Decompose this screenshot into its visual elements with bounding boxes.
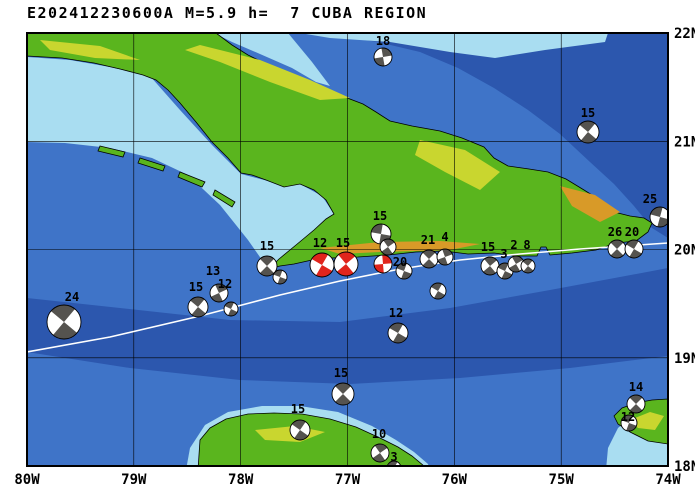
focal-mechanism-ball bbox=[620, 414, 638, 432]
event-depth-label: 21 bbox=[421, 233, 435, 247]
focal-mechanism-ball bbox=[649, 206, 668, 228]
focal-mechanism-ball bbox=[333, 251, 359, 277]
focal-mechanism-ball bbox=[395, 262, 413, 280]
longitude-tick-label: 80W bbox=[14, 472, 40, 488]
latitude-tick-label: 20N bbox=[674, 243, 695, 259]
focal-mechanism-ball bbox=[46, 304, 82, 340]
event-depth-label: 26 bbox=[608, 225, 622, 239]
camaguey-lagoon-shallows bbox=[214, 33, 330, 86]
focal-mechanism-ball bbox=[576, 120, 600, 144]
event-depth-label: 4 bbox=[441, 230, 448, 244]
event-depth-label: 18 bbox=[376, 34, 390, 48]
event-depth-label: 12 bbox=[218, 277, 232, 291]
event-depth-label: 2 bbox=[510, 238, 517, 252]
axis-labels: 80W 79W 78W 77W 76W 75W 74W 22N 21N 20N 19N 18N bbox=[14, 26, 695, 488]
event-depth-label: 15 bbox=[373, 209, 387, 223]
event-depth-label: 3 bbox=[500, 247, 507, 261]
focal-mechanism-ball bbox=[607, 239, 627, 259]
latitude-tick-label: 18N bbox=[674, 459, 695, 475]
cuba-landmass bbox=[27, 33, 653, 270]
event-depth-label: 24 bbox=[65, 290, 79, 304]
longitude-tick-label: 74W bbox=[655, 472, 681, 488]
event-depth-label: 20 bbox=[625, 225, 639, 239]
event-depth-label: 15 bbox=[189, 280, 203, 294]
focal-mechanism-ball bbox=[373, 47, 393, 67]
atlantic-deep-water bbox=[296, 33, 668, 238]
event-depth-label: 12 bbox=[621, 410, 635, 424]
figure-title: E202412230600A M=5.9 h= 7 CUBA REGION bbox=[27, 4, 428, 22]
focal-mechanism-ball bbox=[209, 283, 229, 303]
longitude-tick-label: 79W bbox=[121, 472, 147, 488]
longitude-tick-label: 77W bbox=[335, 472, 361, 488]
focal-mechanism-ball bbox=[187, 296, 209, 318]
event-depth-label: 15 bbox=[336, 236, 350, 250]
focal-mechanism-ball bbox=[419, 249, 439, 269]
event-depth-label: 12 bbox=[313, 236, 327, 250]
jardines-cay-1 bbox=[97, 145, 126, 158]
focal-mechanism-ball bbox=[436, 248, 454, 266]
latitude-tick-label: 19N bbox=[674, 351, 695, 367]
focal-mechanism-ball bbox=[272, 269, 288, 285]
haiti-highland bbox=[630, 412, 664, 430]
moa-baracoa-mountains bbox=[560, 186, 620, 222]
event-depth-label: 25 bbox=[643, 192, 657, 206]
map-frame bbox=[26, 32, 669, 467]
sierra-maestra-ridge bbox=[320, 241, 480, 254]
focal-mechanism-ball bbox=[309, 252, 335, 278]
cuba-highland-holguin bbox=[415, 140, 500, 190]
focal-mechanism-ball bbox=[480, 256, 500, 276]
event-depth-label: 12 bbox=[389, 306, 403, 320]
cuba-highland-west bbox=[40, 40, 140, 60]
focal-mechanism-ball bbox=[331, 382, 355, 406]
event-depth-label: 20 bbox=[393, 255, 407, 269]
focal-mechanism-ball bbox=[429, 282, 447, 300]
jardines-cay-4 bbox=[212, 189, 236, 208]
ana-maria-bank-shallows bbox=[27, 57, 334, 270]
event-depth-label: 15 bbox=[291, 402, 305, 416]
event-depth-label: 3 bbox=[390, 450, 397, 464]
plate-boundary-line bbox=[27, 242, 668, 353]
event-depth-label: 14 bbox=[629, 380, 643, 394]
latitude-tick-label: 22N bbox=[674, 26, 695, 42]
longitude-tick-label: 75W bbox=[549, 472, 575, 488]
event-depth-label: 10 bbox=[372, 427, 386, 441]
event-depth-label: 15 bbox=[481, 240, 495, 254]
focal-mechanism-ball bbox=[289, 419, 311, 441]
focal-mechanism-ball bbox=[373, 254, 393, 274]
cuba-highland-camaguey bbox=[185, 45, 350, 100]
focal-mechanism-ball bbox=[624, 239, 644, 259]
event-depth-label: 15 bbox=[334, 366, 348, 380]
jardines-cay-3 bbox=[177, 171, 206, 188]
focal-mechanism-ball bbox=[256, 255, 278, 277]
jardines-cay-2 bbox=[137, 157, 166, 172]
event-depth-label: 8 bbox=[523, 238, 530, 252]
longitude-tick-label: 78W bbox=[228, 472, 254, 488]
event-depth-label: 13 bbox=[206, 264, 220, 278]
longitude-tick-label: 76W bbox=[442, 472, 468, 488]
event-depth-label: 15 bbox=[581, 106, 595, 120]
focal-mechanism-ball bbox=[626, 394, 646, 414]
focal-mechanism-ball bbox=[386, 460, 402, 466]
focal-mechanism-ball bbox=[520, 258, 536, 274]
event-depth-label: 15 bbox=[260, 239, 274, 253]
focal-mechanism-ball bbox=[387, 322, 409, 344]
focal-mechanism-ball bbox=[370, 443, 390, 463]
focal-mechanism-ball bbox=[379, 238, 397, 256]
jamaica-landmass bbox=[197, 412, 425, 466]
latitude-tick-label: 21N bbox=[674, 134, 695, 150]
focal-mechanism-ball bbox=[223, 301, 239, 317]
